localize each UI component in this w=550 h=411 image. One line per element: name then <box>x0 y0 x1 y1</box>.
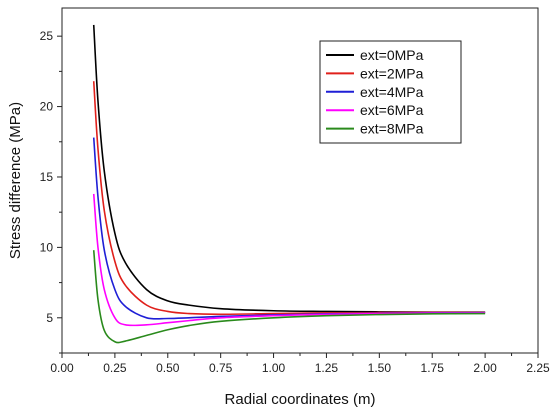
x-tick-label: 0.00 <box>50 361 74 375</box>
legend-label: ext=6MPa <box>360 102 424 118</box>
y-tick-label: 15 <box>40 170 54 184</box>
x-axis: 0.00 0.25 0.50 0.75 1.00 1.25 1.50 1.75 2.00 2.25 <box>50 353 550 375</box>
legend-label: ext=8MPa <box>360 121 424 137</box>
legend-label: ext=4MPa <box>360 84 424 100</box>
x-tick-label: 0.50 <box>156 361 180 375</box>
y-tick-label: 25 <box>40 29 54 43</box>
legend: ext=0MPa ext=2MPa ext=4MPa ext=6MPa ext=8MPa <box>319 40 462 144</box>
x-tick-label: 0.75 <box>209 361 233 375</box>
y-tick-label: 20 <box>40 100 54 114</box>
series-line-3 <box>92 137 486 320</box>
x-tick-label: 1.25 <box>315 361 339 375</box>
x-tick-label: 0.25 <box>103 361 127 375</box>
x-axis-title: Radial coordinates (m) <box>225 391 376 408</box>
x-tick-label: 1.50 <box>368 361 392 375</box>
plot-frame <box>61 7 539 354</box>
y-tick-label: 10 <box>40 240 54 254</box>
series-line-4 <box>92 193 486 327</box>
y-axis: 5 10 15 20 25 <box>40 29 62 354</box>
legend-label: ext=0MPa <box>360 47 424 63</box>
y-tick-label: 5 <box>46 311 53 325</box>
x-tick-label: 1.75 <box>421 361 445 375</box>
x-tick-label: 2.00 <box>473 361 497 375</box>
y-axis-title: Stress difference (MPa) <box>7 102 24 259</box>
legend-label: ext=2MPa <box>360 65 424 81</box>
x-tick-label: 2.25 <box>526 361 550 375</box>
series-line-5 <box>92 250 486 344</box>
x-tick-label: 1.00 <box>262 361 286 375</box>
